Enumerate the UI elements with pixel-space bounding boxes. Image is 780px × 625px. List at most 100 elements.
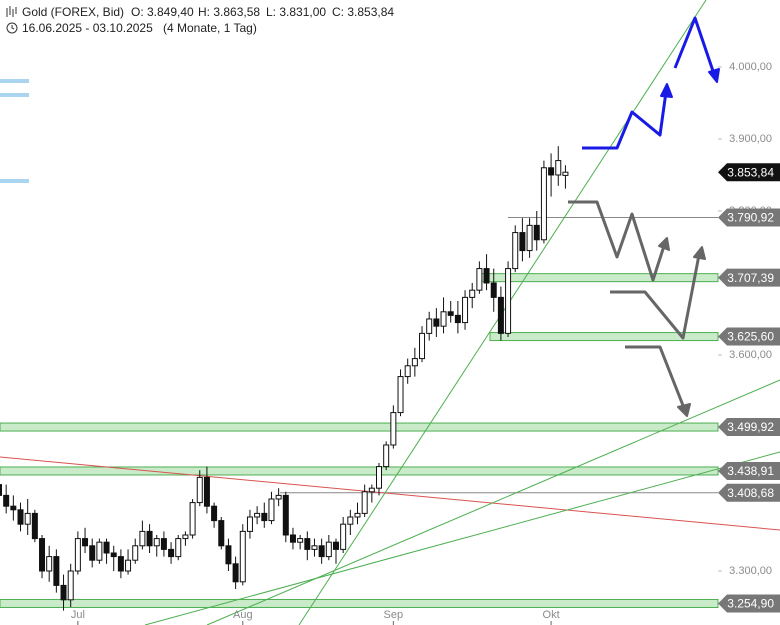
candle-body: [390, 412, 397, 446]
candle-body: [376, 466, 383, 489]
date-span: (4 Monate, 1 Tag): [163, 21, 257, 35]
level-box: [718, 327, 780, 346]
level-box: [718, 418, 780, 437]
candle-body: [483, 268, 490, 284]
level-label: 3.625,60: [727, 330, 774, 344]
last-price-box: [718, 163, 780, 182]
candle-body: [239, 530, 246, 583]
candle-body: [60, 584, 67, 601]
candle-body: [533, 224, 540, 241]
level-label: 3.438,91: [727, 464, 774, 478]
level-label: 3.790,92: [727, 211, 774, 225]
candle-body: [125, 559, 132, 572]
trend-line: [206, 379, 780, 625]
axes: 3.300,003.600,003.800,003.900,004.000,00…: [71, 61, 780, 625]
candle-body: [96, 541, 103, 561]
candle-body: [404, 365, 411, 378]
candle-body: [175, 538, 182, 558]
candle-body: [440, 311, 447, 327]
candle-body: [318, 545, 325, 558]
candle-body: [297, 538, 304, 543]
projection-path: [568, 200, 666, 282]
candle-body: [548, 167, 555, 176]
candle-body: [82, 538, 89, 547]
candle-body: [347, 516, 354, 525]
level-box: [718, 483, 780, 502]
level-box: [718, 208, 780, 227]
level-band: [479, 273, 719, 283]
projection-path: [625, 345, 686, 409]
candle-body: [3, 494, 10, 507]
candle-body: [24, 512, 31, 525]
candle-body: [46, 556, 53, 572]
candle-body: [540, 167, 547, 241]
candle-body: [139, 530, 146, 547]
candle-body: [189, 502, 196, 536]
candle-body: [512, 232, 519, 270]
marker-bar: [0, 179, 29, 183]
ohlc-open: O: 3.849,40: [131, 5, 194, 19]
candle-body: [526, 224, 533, 252]
side-markers: [0, 79, 29, 183]
candle-body: [469, 289, 476, 298]
candle-body: [182, 534, 189, 540]
y-tick-label: 4.000,00: [729, 61, 772, 73]
level-label: 3.408,68: [727, 486, 774, 500]
candle-body: [275, 494, 282, 500]
candles: [0, 146, 569, 611]
candle-body: [383, 444, 390, 468]
date-range: 16.06.2025 - 03.10.2025: [22, 21, 153, 35]
header: Gold (FOREX, Bid) O: 3.849,40 H: 3.863,5…: [6, 5, 394, 35]
candle-body: [447, 311, 454, 316]
level-box: [718, 461, 780, 480]
candle-body: [361, 491, 368, 514]
level-label: 3.254,90: [727, 597, 774, 611]
candle-body: [505, 268, 512, 334]
projection-arrows: [568, 16, 720, 417]
projection-path: [673, 16, 716, 75]
candle-body: [311, 545, 318, 550]
candle-body: [419, 332, 426, 360]
candle-body: [304, 538, 311, 550]
candle-body: [519, 232, 526, 252]
candle-body: [67, 570, 74, 601]
level-band: [0, 422, 719, 432]
clock-hand: [11, 25, 15, 30]
arrow-head: [677, 403, 691, 417]
candle-body: [476, 268, 483, 291]
x-tick-label: Sep: [384, 609, 404, 621]
candle-body: [332, 541, 339, 550]
candle-body: [10, 505, 17, 511]
candle-body: [354, 512, 361, 518]
candle-body: [340, 523, 347, 550]
candle-body: [368, 487, 375, 493]
projection-path: [582, 91, 668, 150]
candle-body: [31, 512, 38, 540]
candle-body: [232, 563, 239, 583]
candle-body: [74, 538, 81, 572]
x-tick-label: Jul: [71, 609, 85, 621]
candle-body: [17, 509, 24, 525]
candle-body: [433, 318, 440, 327]
level-band: [0, 466, 719, 476]
candle-body: [203, 476, 210, 507]
candle-body: [246, 516, 253, 532]
candle-body: [89, 545, 96, 561]
y-tick-label: 3.600,00: [729, 349, 772, 361]
arrow-head: [708, 68, 720, 83]
candle-body: [103, 541, 110, 554]
candle-body: [426, 318, 433, 334]
last-price-label: 3.853,84: [727, 165, 774, 179]
symbol-title: Gold (FOREX, Bid): [22, 5, 124, 19]
candle-body: [462, 296, 469, 324]
x-tick-label: Okt: [543, 609, 560, 621]
ohlc-close: C: 3.853,84: [332, 5, 394, 19]
arrow-head: [658, 237, 670, 251]
ohlc-low: L: 3.831,00: [266, 5, 326, 19]
candle-body: [211, 505, 218, 522]
clock-icon: [6, 22, 18, 34]
candle-body: [555, 160, 562, 176]
candle-body: [110, 552, 117, 558]
x-tick-label: Aug: [233, 609, 253, 621]
